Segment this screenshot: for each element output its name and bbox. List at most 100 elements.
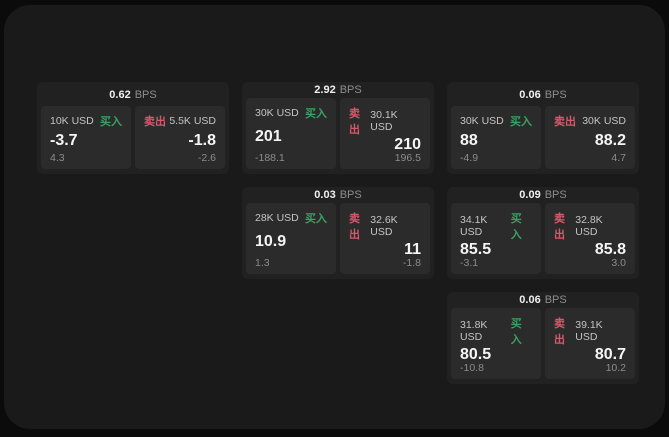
sell-panel-top: 卖出 5.5K USD xyxy=(144,113,216,129)
buy-change: 1.3 xyxy=(255,256,270,269)
buy-panel-top: 30K USD 买入 xyxy=(255,105,327,121)
buy-side-label: 买入 xyxy=(305,212,327,225)
bps-unit-label: BPS xyxy=(134,88,157,101)
buy-side-label: 买入 xyxy=(510,212,522,241)
sell-panel[interactable]: 卖出 32.8K USD 85.8 3.0 xyxy=(545,202,635,274)
panels-row: 10K USD 买入 -3.7 4.3 卖出 5.5K USD -1.8 -2.… xyxy=(37,105,229,174)
buy-panel[interactable]: 10K USD 买入 -3.7 4.3 xyxy=(41,106,131,169)
bps-unit-label: BPS xyxy=(339,189,362,202)
sell-price: -1.8 xyxy=(188,131,216,149)
sell-panel[interactable]: 卖出 5.5K USD -1.8 -2.6 xyxy=(135,106,225,169)
sell-amount: 32.6K USD xyxy=(370,213,398,238)
buy-panel[interactable]: 30K USD 买入 201 -188.1 xyxy=(246,97,336,169)
app-background: 0.62 BPS 10K USD 买入 -3.7 4.3 卖出 5.5K USD… xyxy=(4,5,665,429)
sell-panel[interactable]: 卖出 30K USD 88.2 4.7 xyxy=(545,106,635,169)
sell-panel[interactable]: 卖出 32.6K USD 11 -1.8 xyxy=(340,202,430,274)
sell-side-label: 卖出 xyxy=(349,107,360,136)
sell-price: 80.7 xyxy=(594,345,626,363)
buy-panel[interactable]: 31.8K USD 买入 80.5 -10.8 xyxy=(451,307,541,379)
buy-panel-top: 34.1K USD 买入 xyxy=(460,210,532,242)
buy-amount: 31.8K USD xyxy=(460,318,488,343)
buy-amount: 10K USD xyxy=(50,115,94,127)
quote-card: 2.92 BPS 30K USD 买入 201 -188.1 卖出 30.1K … xyxy=(242,82,434,174)
sell-panel-top: 卖出 30K USD xyxy=(554,113,626,129)
buy-panel-top: 31.8K USD 买入 xyxy=(460,315,532,347)
sell-panel[interactable]: 卖出 30.1K USD 210 196.5 xyxy=(340,97,430,169)
sell-side-label: 卖出 xyxy=(144,116,166,128)
buy-amount: 30K USD xyxy=(460,115,504,127)
quote-card: 0.06 BPS 31.8K USD 买入 80.5 -10.8 卖出 39.1… xyxy=(447,292,639,384)
quote-card: 0.62 BPS 10K USD 买入 -3.7 4.3 卖出 5.5K USD… xyxy=(37,82,229,174)
bps-value: 0.06 xyxy=(519,88,541,101)
buy-amount: 30K USD xyxy=(255,106,299,119)
panels-row: 34.1K USD 买入 85.5 -3.1 卖出 32.8K USD 85.8… xyxy=(447,202,639,280)
sell-amount: 39.1K USD xyxy=(575,318,603,343)
buy-amount: 34.1K USD xyxy=(460,213,488,238)
buy-price: 88 xyxy=(460,131,478,149)
buy-side-label: 买入 xyxy=(510,317,522,346)
sell-change: 10.2 xyxy=(605,361,626,374)
sell-panel-top: 卖出 30.1K USD xyxy=(349,105,421,137)
buy-side-label: 买入 xyxy=(510,116,532,128)
buy-change: 4.3 xyxy=(50,151,65,164)
bps-value: 0.03 xyxy=(314,189,336,202)
sell-price: 85.8 xyxy=(594,240,626,258)
quote-card: 0.06 BPS 30K USD 买入 88 -4.9 卖出 30K USD 8… xyxy=(447,82,639,174)
sell-panel-top: 卖出 32.8K USD xyxy=(554,210,626,242)
buy-change: -188.1 xyxy=(255,151,285,164)
buy-price: 201 xyxy=(255,127,282,145)
card-header: 0.06 BPS xyxy=(447,82,639,105)
sell-amount: 5.5K USD xyxy=(169,115,216,127)
card-header: 0.06 BPS xyxy=(447,292,639,307)
sell-panel[interactable]: 卖出 39.1K USD 80.7 10.2 xyxy=(545,307,635,379)
bps-value: 0.09 xyxy=(519,189,541,202)
buy-change: -3.1 xyxy=(460,256,479,269)
card-header: 0.03 BPS xyxy=(242,187,434,202)
card-header: 2.92 BPS xyxy=(242,82,434,97)
sell-amount: 30K USD xyxy=(582,115,626,127)
sell-side-label: 卖出 xyxy=(349,212,360,241)
buy-panel[interactable]: 34.1K USD 买入 85.5 -3.1 xyxy=(451,202,541,274)
sell-price: 210 xyxy=(394,135,421,153)
buy-panel-top: 28K USD 买入 xyxy=(255,210,327,226)
buy-panel-top: 30K USD 买入 xyxy=(460,113,532,129)
buy-change: -4.9 xyxy=(460,151,479,164)
buy-panel[interactable]: 30K USD 买入 88 -4.9 xyxy=(451,106,541,169)
buy-price: 10.9 xyxy=(255,232,287,250)
buy-price: -3.7 xyxy=(50,131,78,149)
panels-row: 30K USD 买入 88 -4.9 卖出 30K USD 88.2 4.7 xyxy=(447,105,639,174)
buy-panel-top: 10K USD 买入 xyxy=(50,113,122,129)
buy-panel[interactable]: 28K USD 买入 10.9 1.3 xyxy=(246,202,336,274)
bps-unit-label: BPS xyxy=(544,88,567,101)
quote-card: 0.03 BPS 28K USD 买入 10.9 1.3 卖出 32.6K US… xyxy=(242,187,434,279)
sell-amount: 30.1K USD xyxy=(370,108,398,133)
sell-panel-top: 卖出 39.1K USD xyxy=(554,315,626,347)
bps-value: 0.62 xyxy=(109,88,131,101)
buy-change: -10.8 xyxy=(460,361,484,374)
bps-value: 2.92 xyxy=(314,84,336,97)
sell-change: -2.6 xyxy=(197,151,216,164)
quote-card-grid: 0.62 BPS 10K USD 买入 -3.7 4.3 卖出 5.5K USD… xyxy=(37,82,639,384)
sell-panel-top: 卖出 32.6K USD xyxy=(349,210,421,242)
panels-row: 30K USD 买入 201 -188.1 卖出 30.1K USD 210 1… xyxy=(242,97,434,175)
panels-row: 31.8K USD 买入 80.5 -10.8 卖出 39.1K USD 80.… xyxy=(447,307,639,385)
sell-change: -1.8 xyxy=(402,256,421,269)
sell-change: 3.0 xyxy=(611,256,626,269)
bps-value: 0.06 xyxy=(519,294,541,307)
buy-price: 80.5 xyxy=(460,345,492,363)
sell-side-label: 卖出 xyxy=(554,212,565,241)
sell-change: 4.7 xyxy=(611,151,626,164)
buy-side-label: 买入 xyxy=(100,116,122,128)
quote-card: 0.09 BPS 34.1K USD 买入 85.5 -3.1 卖出 32.8K… xyxy=(447,187,639,279)
card-header: 0.09 BPS xyxy=(447,187,639,202)
sell-change: 196.5 xyxy=(394,151,421,164)
sell-side-label: 卖出 xyxy=(554,317,565,346)
sell-side-label: 卖出 xyxy=(554,116,576,128)
sell-amount: 32.8K USD xyxy=(575,213,603,238)
card-header: 0.62 BPS xyxy=(37,82,229,105)
bps-unit-label: BPS xyxy=(544,294,567,307)
bps-unit-label: BPS xyxy=(339,84,362,97)
buy-side-label: 买入 xyxy=(305,107,327,120)
buy-price: 85.5 xyxy=(460,240,492,258)
panels-row: 28K USD 买入 10.9 1.3 卖出 32.6K USD 11 -1.8 xyxy=(242,202,434,280)
